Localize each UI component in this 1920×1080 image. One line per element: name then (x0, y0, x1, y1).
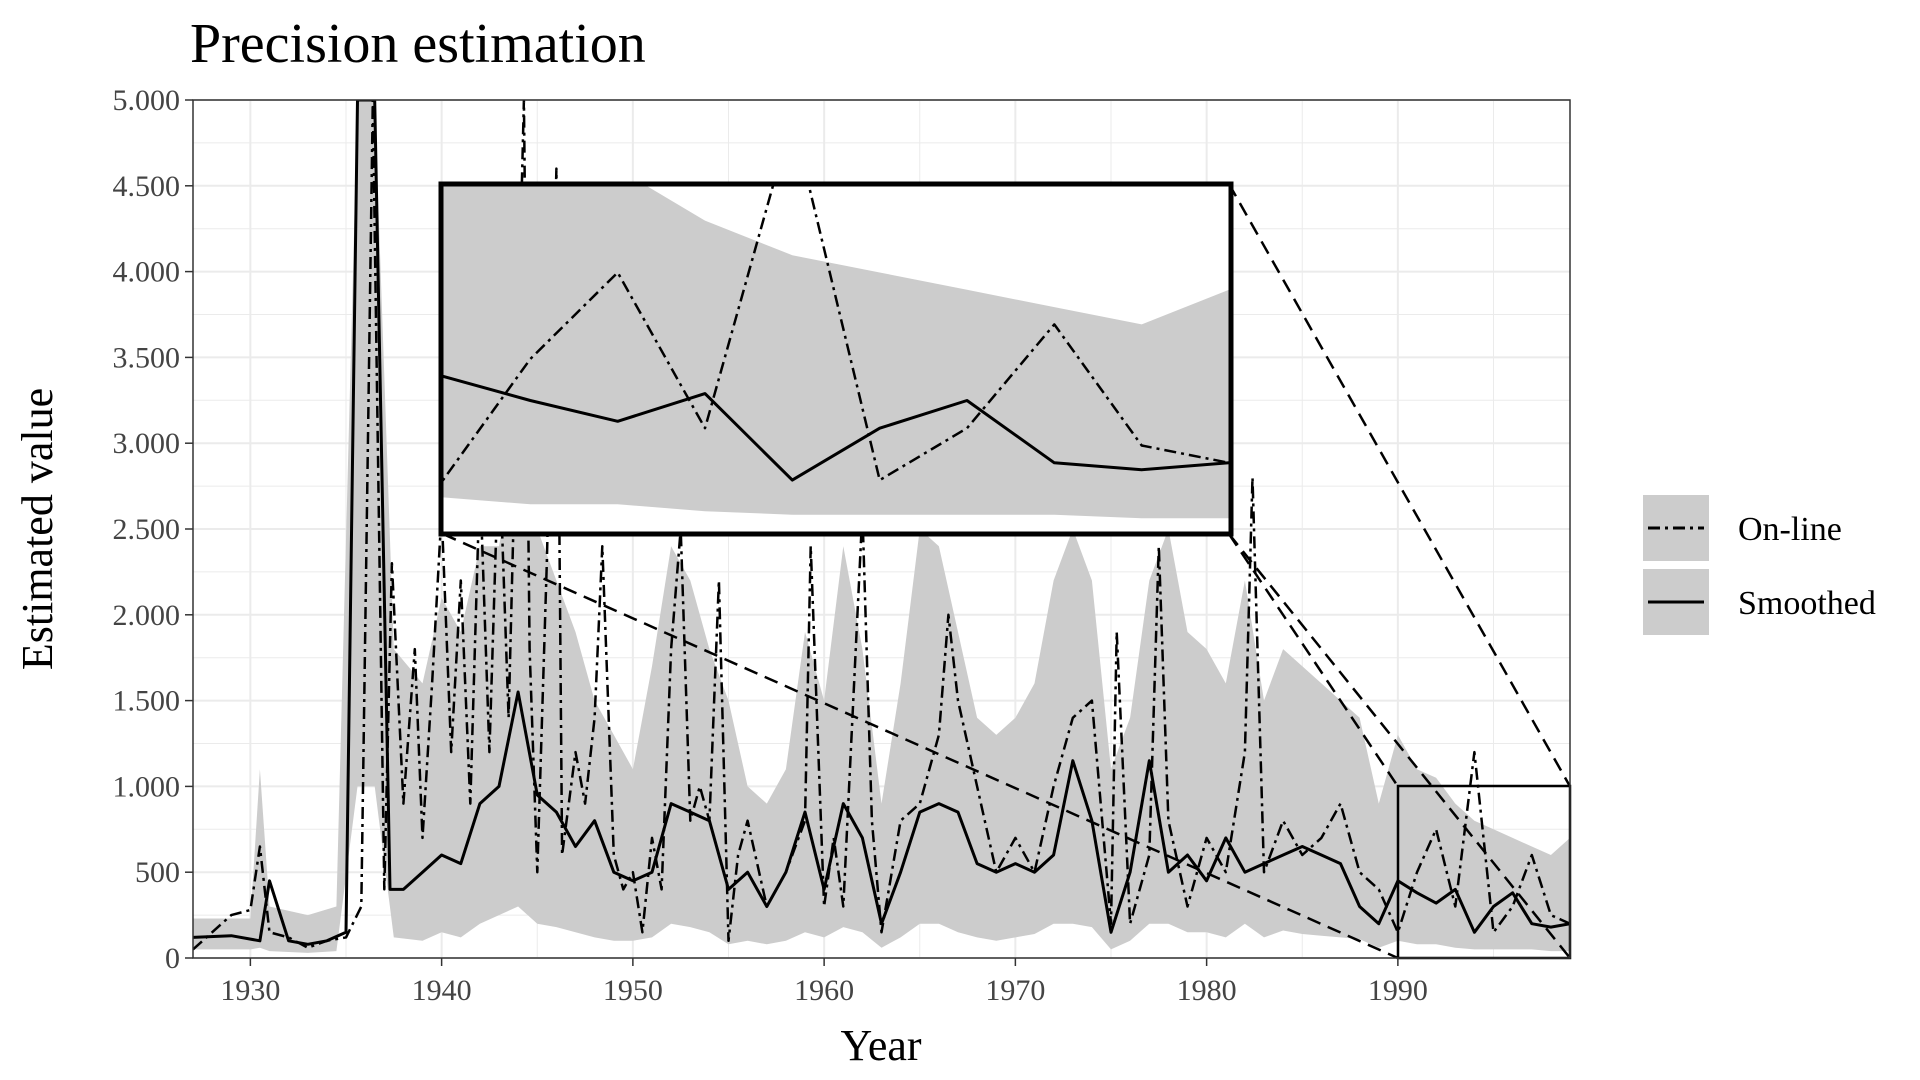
y-tick-label: 0 (165, 942, 180, 975)
y-tick-label: 4.500 (113, 170, 181, 203)
y-tick-label: 2.000 (113, 599, 181, 632)
inset-frame (438, 181, 1234, 537)
zoom-connector-line (1227, 183, 1572, 788)
y-tick-label: 3.500 (113, 341, 181, 374)
zoom-connector-line (1228, 533, 1571, 959)
legend-label-online: On-line (1738, 511, 1842, 548)
chart-title: Precision estimation (190, 13, 646, 75)
y-tick-label: 4.000 (113, 256, 181, 289)
x-tick-label: 1990 (1368, 974, 1428, 1007)
y-tick-label: 2.500 (113, 513, 181, 546)
y-tick-label: 5.000 (113, 84, 181, 117)
legend: On-line Smoothed (1643, 495, 1876, 635)
x-axis-title: Year (840, 1021, 921, 1070)
zoom-connector-line (442, 532, 1399, 960)
zoom-connector-line (1227, 533, 1399, 788)
y-tick-label: 500 (135, 856, 180, 889)
y-axis-title: Estimated value (13, 388, 62, 670)
legend-label-smoothed: Smoothed (1738, 585, 1876, 622)
y-tick-label: 1.000 (113, 770, 181, 803)
x-tick-label: 1970 (985, 974, 1045, 1007)
x-tick-label: 1930 (220, 974, 280, 1007)
y-tick-label: 1.500 (113, 685, 181, 718)
x-tick-label: 1960 (794, 974, 854, 1007)
zoom-connector-lines (442, 183, 1572, 960)
confidence-band (193, 100, 1570, 953)
x-tick-label: 1980 (1177, 974, 1237, 1007)
inset-confidence-band (443, 186, 1229, 519)
series-line-on-line (193, 100, 1570, 951)
y-tick-label: 3.000 (113, 427, 181, 460)
x-tick-label: 1950 (603, 974, 663, 1007)
x-tick-label: 1940 (412, 974, 472, 1007)
